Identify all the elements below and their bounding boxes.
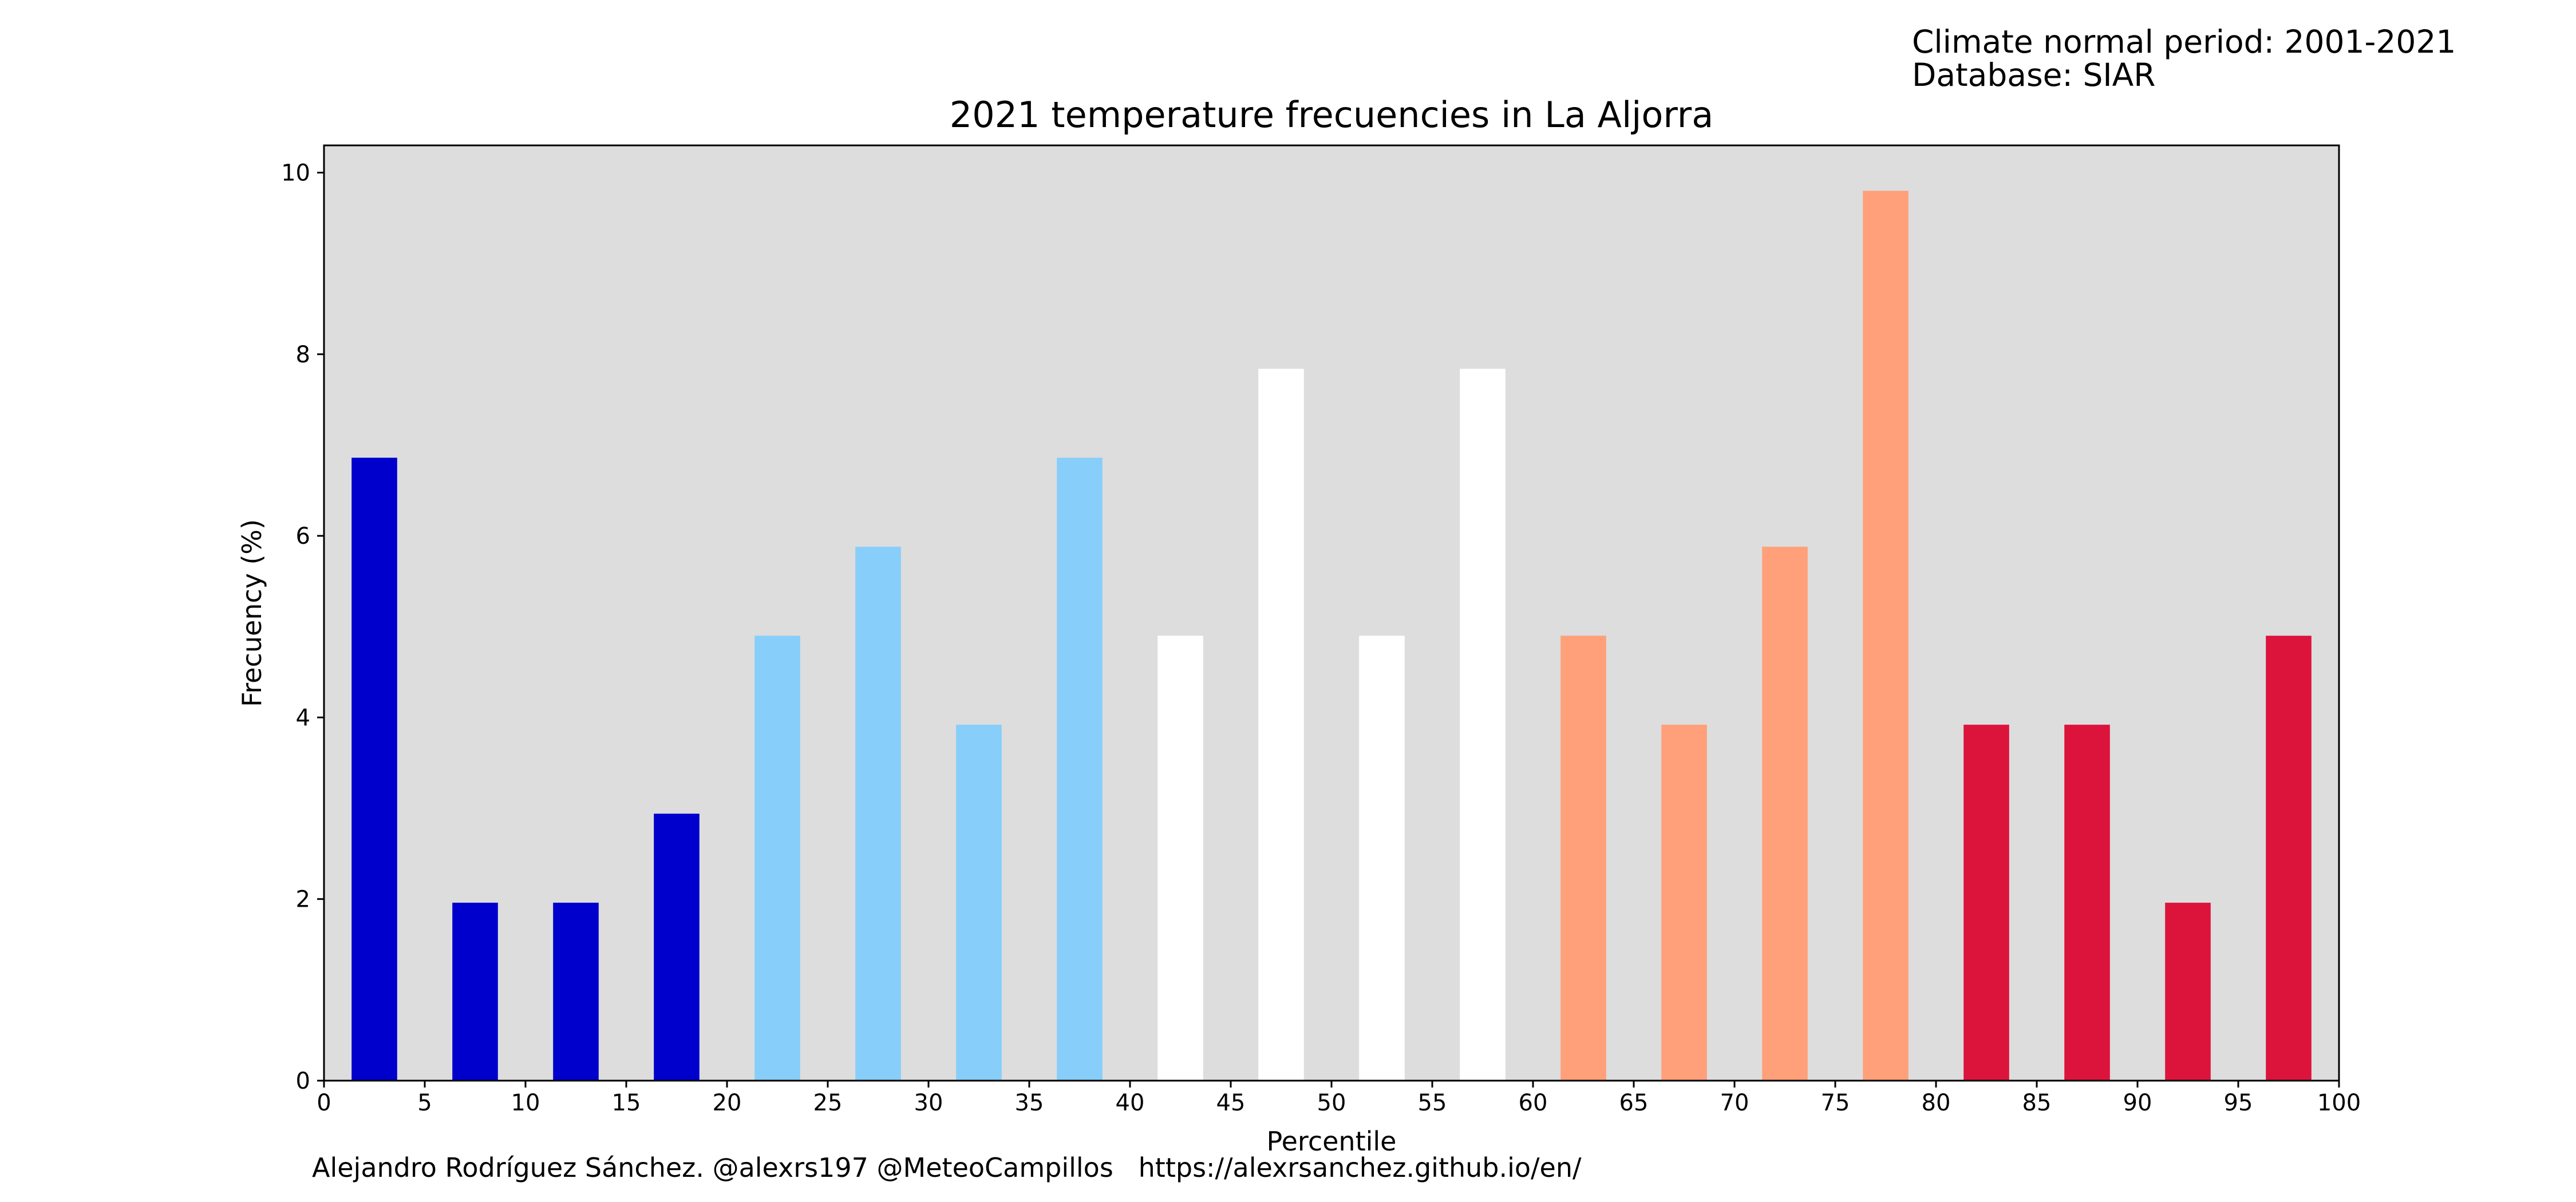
x-tick-label: 80 [1922, 1090, 1951, 1116]
bar [855, 547, 901, 1081]
bar [2064, 725, 2110, 1081]
x-tick-label: 75 [1821, 1090, 1850, 1116]
y-tick-label: 6 [296, 523, 310, 549]
x-tick-label: 25 [813, 1090, 843, 1116]
database-text: Database: SIAR [1912, 57, 2155, 93]
bar [1157, 635, 1203, 1081]
bar [2165, 903, 2211, 1081]
bars-group [351, 191, 2312, 1081]
bar [1359, 635, 1405, 1081]
x-tick-label: 20 [713, 1090, 742, 1116]
bar [956, 725, 1002, 1081]
plot-frame [323, 144, 2340, 1082]
x-tick-label: 70 [1720, 1090, 1749, 1116]
x-tick-label: 100 [2317, 1090, 2361, 1116]
bar [2266, 635, 2312, 1081]
x-axis-label: Percentile [1267, 1126, 1397, 1157]
bar [1661, 725, 1707, 1081]
bar [1057, 457, 1103, 1081]
x-tick-label: 90 [2123, 1090, 2152, 1116]
header-meta: Climate normal period: 2001-2021 Databas… [1912, 23, 2456, 93]
bar [1560, 635, 1606, 1081]
climate-period-text: Climate normal period: 2001-2021 [1912, 23, 2456, 60]
bar [553, 903, 599, 1081]
bar [654, 813, 700, 1081]
x-tick-label: 85 [2022, 1090, 2052, 1116]
x-tick-label: 10 [511, 1090, 540, 1116]
bar [1863, 191, 1909, 1081]
y-tick-label: 8 [296, 342, 310, 368]
x-tick-label: 60 [1519, 1090, 1548, 1116]
y-tick-label: 2 [296, 887, 310, 913]
bar [351, 457, 397, 1081]
bar [1963, 725, 2009, 1081]
x-tick-label: 40 [1116, 1090, 1145, 1116]
y-axis-label: Frecuency (%) [236, 519, 267, 707]
y-tick-label: 4 [296, 705, 310, 731]
x-tick-label: 50 [1317, 1090, 1346, 1116]
x-tick-label: 65 [1619, 1090, 1649, 1116]
x-tick-label: 5 [417, 1090, 432, 1116]
chart-title: 2021 temperature frecuencies in La Aljor… [950, 94, 1713, 136]
bar [1258, 369, 1304, 1081]
x-tick-label: 35 [1015, 1090, 1044, 1116]
bar [754, 635, 800, 1081]
bar [452, 903, 498, 1081]
x-tick-label: 55 [1418, 1090, 1447, 1116]
x-tick-label: 45 [1216, 1090, 1246, 1116]
x-tick-label: 30 [914, 1090, 943, 1116]
x-tick-label: 95 [2224, 1090, 2253, 1116]
x-tick-label: 0 [317, 1090, 331, 1116]
bar [1460, 369, 1506, 1081]
y-tick-label: 10 [281, 160, 310, 187]
y-axis-ticks: 0 2 4 6 8 10 [281, 160, 324, 1094]
credits-text: Alejandro Rodríguez Sánchez. @alexrs197 … [312, 1152, 1582, 1183]
plot-area [324, 145, 2339, 1081]
x-axis-ticks: 0 5 10 15 20 25 30 35 40 45 50 55 60 65 70 75 80 85 90 95 10… [317, 1081, 2361, 1116]
bar [1762, 547, 1808, 1081]
y-tick-label: 0 [296, 1068, 310, 1094]
x-tick-label: 15 [612, 1090, 641, 1116]
